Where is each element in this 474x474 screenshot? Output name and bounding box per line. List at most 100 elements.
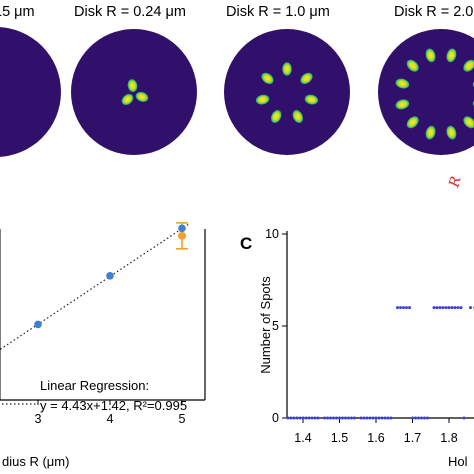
spot-count-point (307, 416, 311, 420)
spot-count-point (447, 306, 451, 310)
disk-spot (292, 110, 304, 123)
spot-count-point (444, 306, 448, 310)
disk-spot (127, 79, 138, 93)
data-point-blue (178, 224, 186, 233)
panel-c-x-tick-label: 1.8 (440, 431, 457, 445)
spot-count-point (426, 416, 429, 420)
spot-count-point (414, 416, 417, 420)
legend-equation: y = 4.43x+1.42, R²=0.995 (40, 398, 187, 413)
spot-count-point (441, 306, 445, 310)
panel-c-x-tick-label: 1.7 (404, 431, 421, 445)
spot-count-point (469, 306, 472, 310)
spot-count-point (417, 416, 420, 420)
disk-spot (395, 78, 410, 89)
spot-count-point (423, 416, 426, 420)
panel-b-ticks: 3 4 5 (35, 400, 186, 426)
spot-count-point (453, 306, 457, 310)
panel-c: C Number of Spots 05101.41.51.61.71.81.9… (240, 227, 474, 469)
legend-title: Linear Regression: (40, 378, 149, 393)
spot-count-point (341, 416, 344, 420)
spot-count-point (389, 416, 393, 420)
spot-count-point (295, 416, 299, 420)
panel-b-x-tick-label: 3 (35, 412, 42, 426)
spot-count-point (368, 416, 372, 420)
panel-c-ylabel: Number of Spots (258, 276, 273, 374)
spot-count-point (304, 416, 308, 420)
spot-count-point (310, 416, 314, 420)
spot-count-point (456, 306, 460, 310)
disk-spot (304, 94, 319, 105)
panel-c-y-tick-label: 5 (272, 319, 279, 333)
disk-spot (261, 72, 274, 85)
spot-count-point (399, 306, 402, 310)
panel-c-x-tick-label: 1.5 (331, 431, 348, 445)
disk-spot (406, 116, 419, 129)
spot-count-point (362, 416, 366, 420)
spot-count-point (435, 306, 439, 310)
disk-spot (270, 110, 282, 123)
panel-b-fit-line (0, 223, 190, 351)
panel-c-letter: C (240, 234, 252, 253)
disk-spot (446, 125, 457, 140)
panel-b-x-tick-label: 5 (179, 412, 186, 426)
disk-2 (71, 29, 197, 155)
spot-count-point (432, 306, 436, 310)
data-point-blue (106, 272, 114, 280)
spot-count-point (371, 416, 375, 420)
disk-spot (425, 125, 436, 140)
disk-spot (282, 62, 292, 76)
disk-panel-4: Disk R = 2.0 (378, 4, 474, 155)
disk-title-3: Disk R = 1.0 μm (226, 4, 330, 20)
panel-b-x-tick-label: 4 (107, 412, 114, 426)
disk-1 (0, 27, 61, 157)
disk-spot (425, 48, 436, 63)
spot-count-point (292, 416, 296, 420)
panel-c-y-tick-label: 0 (272, 411, 279, 425)
spot-count-point (313, 416, 317, 420)
disk-spot (463, 116, 474, 129)
disk-title-4: Disk R = 2.0 (394, 4, 473, 20)
spot-count-point (450, 306, 454, 310)
spot-count-point (359, 416, 363, 420)
disk-3-spots (255, 62, 319, 123)
spot-count-point (286, 416, 290, 420)
spot-count-point (396, 306, 399, 310)
spot-count-point (374, 416, 378, 420)
data-point-orange (178, 231, 186, 240)
panel-c-x-tick-label: 1.4 (294, 431, 311, 445)
disk-panel-2: Disk R = 0.24 μm (71, 4, 197, 155)
spot-count-point (316, 416, 320, 420)
spot-count-point (462, 416, 466, 420)
spot-count-point (344, 416, 347, 420)
panel-b-xlabel: dius R (μm) (2, 454, 69, 469)
disk-spot (395, 99, 410, 110)
spot-count-point (298, 416, 302, 420)
disk-spot (135, 91, 149, 102)
spot-count-point (365, 416, 369, 420)
regression-line (0, 223, 190, 351)
disk-title-2: Disk R = 0.24 μm (74, 4, 186, 20)
disk-spot (463, 59, 474, 72)
spot-count-point (377, 416, 381, 420)
spot-count-point (301, 416, 305, 420)
spot-count-point (402, 306, 405, 310)
spot-count-point (438, 306, 442, 310)
panel-c-xlabel: Hol (448, 454, 468, 469)
spot-count-point (411, 416, 414, 420)
spot-count-point (420, 416, 423, 420)
spot-count-point (386, 416, 390, 420)
disk-spot (446, 48, 457, 63)
disk-panel-3: Disk R = 1.0 μm (224, 4, 350, 155)
spot-count-point (332, 416, 335, 420)
spot-count-point (347, 416, 350, 420)
spot-count-point (323, 416, 326, 420)
spot-count-point (289, 416, 293, 420)
disk-panel-1: 15 μm (0, 4, 61, 157)
panel-c-y-tick-label: 10 (265, 227, 279, 241)
spot-count-point (350, 416, 353, 420)
disk-3 (224, 29, 350, 155)
disk-title-1: 15 μm (0, 4, 35, 20)
disk-spot (255, 94, 270, 105)
red-annotation: R (446, 174, 465, 190)
